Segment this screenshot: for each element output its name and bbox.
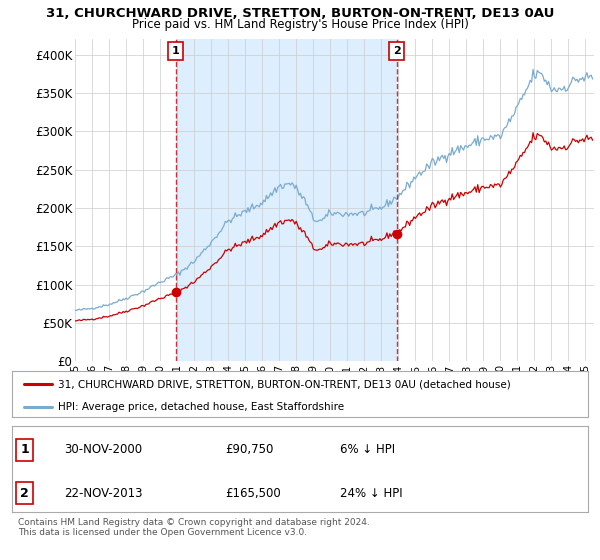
Text: £165,500: £165,500 [225,487,281,500]
Text: 1: 1 [172,46,179,55]
Bar [176,39,397,361]
Text: £90,750: £90,750 [225,444,274,456]
Text: 2: 2 [20,487,29,500]
Text: 22-NOV-2013: 22-NOV-2013 [64,487,142,500]
Text: Contains HM Land Registry data © Crown copyright and database right 2024.
This d: Contains HM Land Registry data © Crown c… [18,518,370,538]
Text: 6% ↓ HPI: 6% ↓ HPI [340,444,395,456]
Text: 31, CHURCHWARD DRIVE, STRETTON, BURTON-ON-TRENT, DE13 0AU: 31, CHURCHWARD DRIVE, STRETTON, BURTON-O… [46,7,554,20]
Text: 31, CHURCHWARD DRIVE, STRETTON, BURTON-ON-TRENT, DE13 0AU (detached house): 31, CHURCHWARD DRIVE, STRETTON, BURTON-O… [58,379,511,389]
Text: 24% ↓ HPI: 24% ↓ HPI [340,487,403,500]
Text: 30-NOV-2000: 30-NOV-2000 [64,444,142,456]
Text: Price paid vs. HM Land Registry's House Price Index (HPI): Price paid vs. HM Land Registry's House … [131,18,469,31]
Text: 1: 1 [20,444,29,456]
Text: HPI: Average price, detached house, East Staffordshire: HPI: Average price, detached house, East… [58,402,344,412]
Text: 2: 2 [393,46,400,55]
